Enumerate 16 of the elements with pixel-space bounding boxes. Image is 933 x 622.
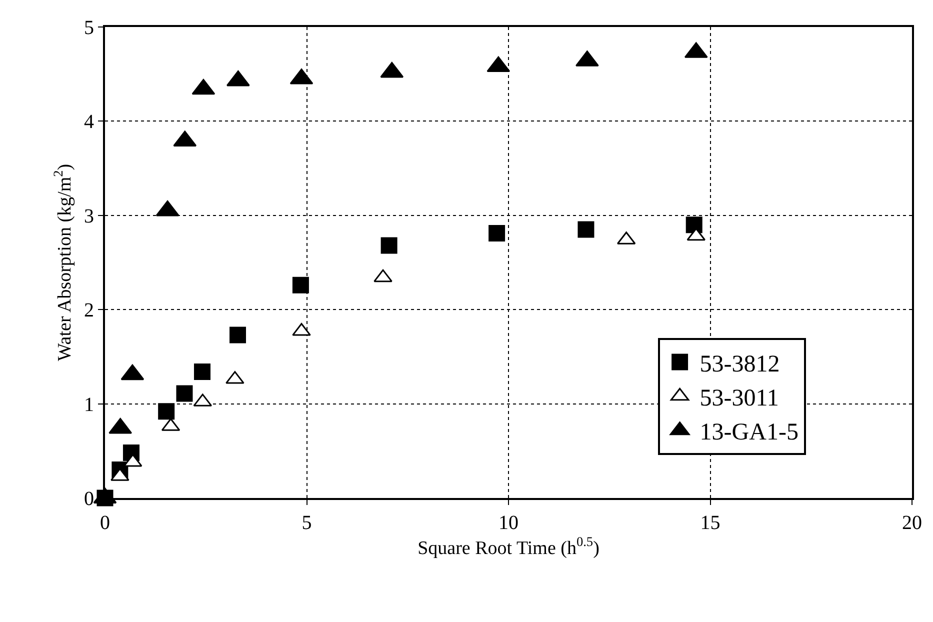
- x-tick-label: 20: [902, 512, 922, 534]
- x-tick-label: 15: [700, 512, 720, 534]
- legend-label: 53-3011: [700, 386, 779, 412]
- legend-label: 53-3812: [700, 351, 780, 378]
- x-axis-title: Square Root Time (h$^{0.5}$): [418, 534, 600, 559]
- y-tick-label: 2: [84, 300, 94, 322]
- x-tick-label: 10: [498, 512, 518, 534]
- y-tick-label: 4: [84, 111, 94, 134]
- x-tick-label: 5: [302, 512, 312, 534]
- legend-label: 13-GA1-5: [700, 420, 798, 446]
- x-tick-label: 0: [100, 512, 110, 534]
- y-tick-label: 1: [84, 394, 94, 416]
- point: [374, 269, 392, 282]
- y-tick-label: 0: [84, 488, 94, 510]
- y-tick-label: 3: [84, 205, 94, 228]
- y-tick-label: 5: [84, 17, 94, 39]
